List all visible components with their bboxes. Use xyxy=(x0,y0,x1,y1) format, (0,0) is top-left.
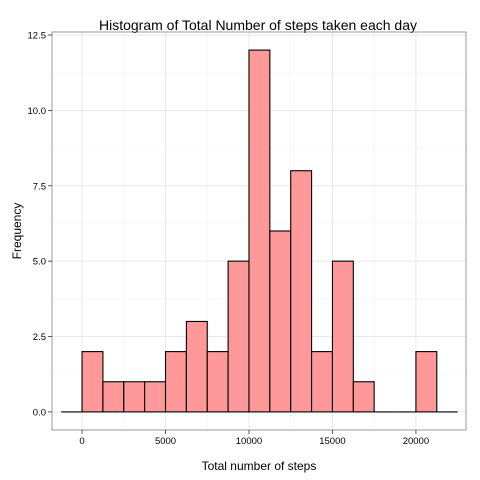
y-axis: 0.0 2.5 5.0 7.5 10.0 12.5 xyxy=(28,31,52,418)
y-tick-label: 0.0 xyxy=(33,407,46,418)
x-tick-label: 0 xyxy=(79,436,84,447)
x-tick-label: 15000 xyxy=(319,436,345,447)
x-tick-label: 20000 xyxy=(403,436,429,447)
histogram-bar xyxy=(269,230,292,413)
histogram-bar xyxy=(352,381,375,413)
histogram-bar xyxy=(144,381,167,413)
x-tick-label: 5000 xyxy=(155,436,176,447)
histogram-bar xyxy=(123,381,146,413)
histogram-bar xyxy=(415,351,438,413)
histogram-bar xyxy=(164,351,187,413)
x-axis: 0 5000 10000 15000 20000 xyxy=(79,430,429,447)
y-axis-title: Frequency xyxy=(10,203,24,260)
histogram-bar xyxy=(81,351,104,413)
y-tick-label: 10.0 xyxy=(28,106,47,117)
histogram-bar xyxy=(102,381,125,413)
histogram-bar xyxy=(311,351,334,413)
bars-group xyxy=(61,49,458,413)
histogram-bar xyxy=(185,320,208,413)
histogram-bar xyxy=(290,170,313,413)
y-tick-label: 2.5 xyxy=(33,332,46,343)
histogram-bar xyxy=(331,260,354,413)
histogram-bar xyxy=(206,351,229,413)
histogram-bar xyxy=(227,260,250,413)
x-axis-title: Total number of steps xyxy=(202,459,317,473)
plot-panel-border xyxy=(51,31,467,431)
histogram-bar xyxy=(248,49,271,413)
y-tick-label: 12.5 xyxy=(28,31,47,42)
y-tick-label: 7.5 xyxy=(33,181,46,192)
chart-title: Histogram of Total Number of steps taken… xyxy=(99,17,417,33)
y-tick-label: 5.0 xyxy=(33,257,46,268)
x-tick-label: 10000 xyxy=(236,436,262,447)
